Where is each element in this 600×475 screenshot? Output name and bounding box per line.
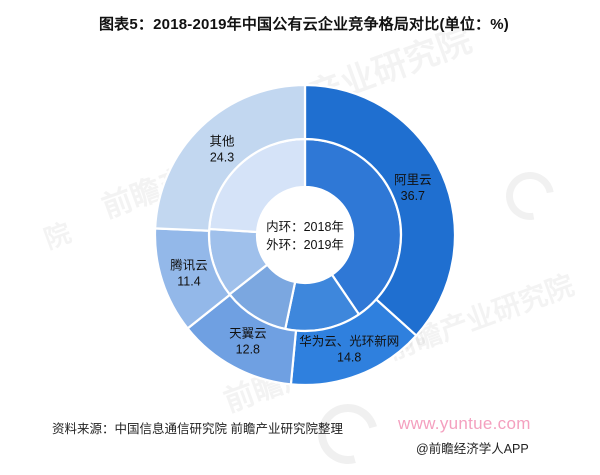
segment-label-name: 其他 bbox=[210, 134, 236, 148]
donut-segment bbox=[303, 83, 457, 338]
center-note-outer: 外环：2019年 bbox=[266, 238, 344, 252]
site-url: www.yuntue.com bbox=[398, 414, 531, 433]
center-note-inner: 内环：2018年 bbox=[266, 220, 344, 234]
segment-label-value: 12.8 bbox=[236, 343, 260, 357]
source-note: 资料来源：中国信息通信研究院 前瞻产业研究院整理 bbox=[52, 422, 343, 436]
segment-label: 天翼云 12.8 bbox=[229, 327, 267, 357]
segment-label-value: 11.4 bbox=[177, 275, 200, 289]
donut-chart-svg: 阿里云 36.7 华为云、光环新网 14.8 天翼云 12.8 腾讯云 11.4 其他 24.3 内… bbox=[153, 83, 457, 387]
donut-segment bbox=[153, 83, 307, 232]
segment-label-value: 14.8 bbox=[337, 351, 361, 365]
chart-title: 图表5：2018-2019年中国公有云企业竞争格局对比(单位：%) bbox=[98, 16, 509, 33]
segment-label-name: 天翼云 bbox=[229, 327, 267, 341]
segment-label-name: 阿里云 bbox=[394, 173, 432, 187]
chart-page: 前瞻产业研究院 前瞻产业研究院 院 前瞻产业研究院 前瞻产业研究院 图表5：20… bbox=[40, 16, 578, 475]
segment-label: 腾讯云 11.4 bbox=[170, 258, 208, 289]
segment-label: 阿里云 36.7 bbox=[394, 173, 432, 203]
segment-label-name: 华为云、光环新网 bbox=[299, 334, 399, 349]
app-credit: @前瞻经济学人APP bbox=[416, 442, 529, 456]
segment-label-value: 24.3 bbox=[210, 150, 234, 164]
donut-center-hole bbox=[257, 187, 353, 283]
segment-label: 其他 24.3 bbox=[210, 134, 236, 164]
donut-chart: 阿里云 36.7 华为云、光环新网 14.8 天翼云 12.8 腾讯云 11.4 其他 24.3 内… bbox=[153, 83, 457, 387]
segment-label-value: 36.7 bbox=[401, 189, 425, 203]
segment-label: 华为云、光环新网 14.8 bbox=[299, 334, 399, 365]
segment-label-name: 腾讯云 bbox=[170, 258, 208, 273]
